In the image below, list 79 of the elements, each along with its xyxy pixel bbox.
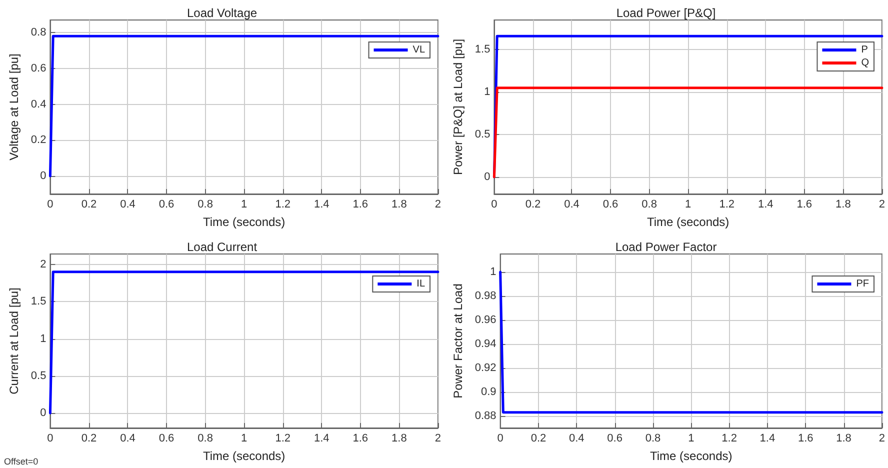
- y-tick-label: 0.5: [30, 370, 46, 382]
- x-tick-label: 0.8: [198, 198, 213, 210]
- x-tick-label: 0.2: [81, 198, 97, 210]
- x-tick-label: 2: [878, 432, 886, 444]
- y-tick-label: 2: [40, 258, 46, 270]
- x-tick-label: 2: [434, 432, 442, 444]
- x-tick-label: 1.2: [722, 432, 737, 444]
- x-tick-label: 0.2: [81, 432, 97, 444]
- x-tick-label: 0.4: [564, 198, 580, 210]
- y-axis-title: Power [P&Q] at Load [pu]: [451, 38, 465, 176]
- chart-title: Load Voltage: [186, 6, 258, 20]
- y-axis-title: Power Factor at Load: [451, 284, 465, 398]
- y-axis-title: Current at Load [pu]: [7, 288, 21, 394]
- y-tick-label: 1.5: [30, 296, 46, 308]
- legend-label: VL: [412, 44, 426, 56]
- x-tick-label: 1.2: [275, 432, 290, 444]
- x-tick-label: 0.6: [602, 198, 618, 210]
- legend-label: IL: [416, 278, 426, 290]
- x-tick-label: 1.6: [352, 198, 368, 210]
- x-tick-label: 2: [878, 198, 886, 210]
- x-tick-label: 1.6: [798, 432, 814, 444]
- x-tick-label: 1: [688, 432, 694, 444]
- x-tick-label: 1.4: [314, 432, 330, 444]
- legend-label: P: [861, 44, 868, 56]
- x-tick-label: 0.6: [158, 432, 174, 444]
- x-tick-label: 1.4: [758, 198, 774, 210]
- y-tick-label: 0: [40, 170, 46, 182]
- y-tick-label: 1: [40, 332, 46, 345]
- x-tick-label: 1: [241, 198, 248, 210]
- y-tick-label: 1: [490, 266, 496, 278]
- x-tick-label: 1: [685, 198, 692, 210]
- y-tick-label: 0.4: [30, 98, 46, 110]
- chart-title: Load Power [P&Q]: [616, 6, 716, 20]
- x-tick-label: 1.2: [275, 198, 290, 210]
- x-tick-label: 0.4: [120, 432, 136, 444]
- x-tick-label: 0.4: [568, 432, 584, 444]
- x-tick-label: 1.6: [352, 432, 368, 444]
- x-tick-label: 1.8: [392, 432, 407, 444]
- x-axis-title: Time (seconds): [650, 449, 732, 463]
- x-axis-title: Time (seconds): [646, 215, 730, 229]
- y-tick-label: 0.92: [474, 362, 496, 374]
- x-tick-label: 0.6: [158, 198, 174, 210]
- x-tick-label: 0.6: [607, 432, 622, 444]
- x-tick-label: 0.8: [198, 432, 213, 444]
- y-tick-label: 0.98: [474, 290, 496, 302]
- x-tick-label: 1: [241, 432, 248, 444]
- y-tick-label: 0.94: [474, 338, 496, 350]
- x-tick-label: 0.2: [530, 432, 546, 444]
- y-tick-label: 0.2: [30, 134, 46, 146]
- x-tick-label: 1.6: [796, 198, 812, 210]
- chart-title: Load Power Factor: [615, 240, 717, 254]
- x-tick-label: 0.8: [642, 198, 657, 210]
- x-tick-label: 1.4: [760, 432, 776, 444]
- x-tick-label: 2: [434, 198, 442, 210]
- y-axis-title: Voltage at Load [pu]: [7, 54, 21, 160]
- legend-label: Q: [861, 58, 870, 68]
- x-tick-label: 1.8: [836, 198, 851, 210]
- y-tick-label: 0: [484, 171, 490, 184]
- text: Offset=0: [4, 456, 38, 466]
- y-tick-label: 0.6: [30, 62, 46, 74]
- y-tick-label: 1.5: [474, 44, 490, 56]
- x-tick-label: 0.8: [645, 432, 661, 444]
- x-tick-label: 1.8: [392, 198, 407, 210]
- x-tick-label: 1.2: [719, 198, 734, 210]
- y-tick-label: 1: [484, 86, 490, 98]
- x-tick-label: 0.4: [120, 198, 136, 210]
- x-axis-title: Time (seconds): [202, 215, 286, 229]
- chart-title: Load Current: [186, 240, 258, 254]
- y-tick-label: 0.96: [474, 314, 496, 326]
- x-tick-label: 1.4: [314, 198, 330, 210]
- x-axis-title: Time (seconds): [202, 449, 286, 463]
- legend-label: PF: [856, 278, 870, 290]
- y-tick-label: 0: [40, 407, 46, 420]
- y-tick-label: 0.5: [474, 128, 490, 141]
- y-tick-label: 0.8: [30, 26, 46, 39]
- y-tick-label: 0.9: [481, 386, 496, 398]
- y-tick-label: 0.88: [474, 410, 496, 422]
- x-tick-label: 0.2: [525, 198, 541, 210]
- x-tick-label: 1.8: [836, 432, 852, 444]
